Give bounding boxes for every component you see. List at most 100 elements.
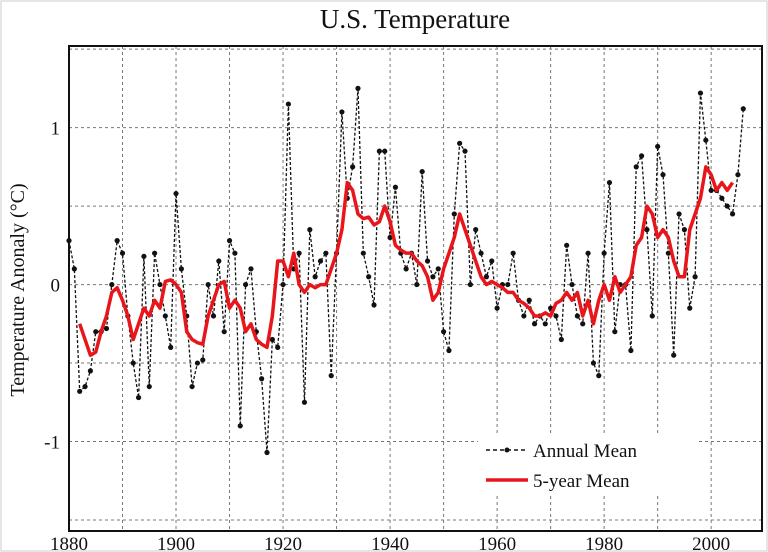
annual-mean-point: [178, 266, 184, 272]
annual-mean-point: [564, 242, 570, 248]
legend: Annual Mean 5-year Mean: [478, 434, 696, 496]
annual-mean-point: [242, 281, 249, 288]
annual-mean-point: [638, 153, 645, 159]
annual-mean-point: [729, 211, 736, 217]
annual-mean-point: [157, 281, 163, 288]
annual-mean-point: [162, 313, 168, 319]
annual-mean-point: [301, 399, 308, 405]
x-tick-label: 1980: [585, 534, 623, 552]
annual-mean-point: [606, 179, 613, 186]
x-tick-label: 1920: [264, 534, 302, 552]
annual-mean-point: [424, 258, 431, 264]
annual-mean-point: [371, 302, 377, 308]
annual-mean-point: [724, 203, 730, 209]
annual-mean-point: [307, 227, 313, 233]
annual-mean-point: [692, 274, 698, 280]
annual-mean-point: [478, 250, 484, 256]
annual-mean-point: [376, 148, 382, 154]
annual-mean-point: [644, 227, 650, 233]
annual-mean-point: [77, 388, 83, 394]
annual-mean-point: [232, 250, 238, 256]
legend-5yr-label: 5-year Mean: [533, 471, 630, 492]
y-tick-label: 1: [51, 119, 61, 140]
annual-mean-point: [681, 227, 688, 233]
annual-mean-point: [446, 347, 452, 354]
annual-mean-point: [740, 106, 746, 112]
series-layer: [66, 85, 746, 456]
annual-mean-point: [703, 137, 709, 143]
annual-mean-point: [660, 172, 666, 178]
annual-mean-point: [221, 329, 227, 335]
annual-mean-point: [269, 336, 275, 343]
annual-mean-point: [649, 313, 655, 319]
annual-mean-point: [655, 143, 661, 150]
annual-mean-point: [387, 234, 393, 241]
plot-frame: [68, 45, 763, 532]
annual-mean-point: [130, 360, 136, 366]
annual-mean-point: [403, 266, 409, 272]
annual-mean-point: [494, 305, 500, 311]
x-tick-label: 2000: [692, 534, 730, 552]
annual-mean-point: [676, 211, 682, 217]
annual-mean-point: [259, 376, 265, 382]
x-tick-label: 1900: [157, 534, 195, 552]
annual-mean-point: [141, 253, 147, 259]
axis-ticks: 1880 1900 1920 1940 1960 1980 2000 1 0 -1: [44, 119, 730, 552]
x-tick-label: 1880: [50, 534, 88, 552]
annual-mean-point: [505, 281, 511, 288]
annual-mean-point: [558, 336, 564, 343]
annual-mean-point: [521, 313, 527, 319]
annual-mean-point: [210, 313, 217, 319]
annual-mean-point: [323, 250, 329, 256]
annual-mean-point: [569, 281, 575, 288]
annual-mean-point: [553, 313, 559, 319]
annual-mean-point: [633, 164, 639, 170]
annual-mean-point: [173, 190, 179, 197]
y-axis-label: Temperature Anonaly (°C): [7, 183, 29, 396]
annual-mean-point: [430, 274, 436, 280]
annual-mean-point: [312, 274, 318, 280]
annual-mean-point: [216, 258, 222, 264]
annual-mean-point: [585, 250, 591, 256]
annual-mean-point: [366, 274, 372, 280]
annual-mean-point: [735, 172, 741, 178]
legend-annual-marker: [504, 447, 510, 453]
annual-mean-point: [226, 238, 233, 244]
legend-box: [478, 434, 696, 496]
annual-mean-point: [419, 168, 425, 175]
annual-mean-point: [350, 164, 356, 170]
annual-mean-point: [237, 423, 243, 429]
annual-mean-point: [531, 321, 538, 327]
annual-mean-point: [360, 250, 366, 256]
annual-mean-point: [435, 266, 441, 272]
y-tick-label: 0: [51, 276, 61, 297]
annual-mean-point: [510, 250, 516, 256]
annual-mean-point: [355, 85, 361, 91]
annual-mean-point: [671, 352, 677, 358]
annual-mean-point: [542, 321, 548, 327]
annual-mean-point: [601, 250, 607, 256]
annual-mean-point: [248, 266, 254, 272]
annual-mean-point: [489, 258, 495, 264]
annual-mean-point: [152, 250, 158, 256]
annual-mean-point: [483, 274, 490, 280]
annual-mean-point: [612, 329, 618, 335]
annual-mean-point: [109, 281, 115, 288]
annual-mean-point: [457, 140, 463, 146]
annual-mean-point: [103, 325, 110, 332]
legend-annual-label: Annual Mean: [533, 441, 637, 462]
annual-mean-point: [462, 148, 468, 154]
x-tick-label: 1960: [478, 534, 516, 552]
annual-mean-point: [200, 357, 206, 363]
annual-mean-point: [280, 281, 286, 288]
x-tick-label: 1940: [371, 534, 409, 552]
annual-mean-point: [87, 368, 94, 374]
annual-mean-point: [596, 373, 602, 379]
annual-mean-point: [382, 148, 388, 154]
annual-mean-point: [697, 90, 704, 96]
annual-mean-point: [687, 305, 693, 311]
annual-mean-point: [580, 321, 586, 327]
annual-mean-point: [467, 281, 473, 288]
annual-mean-point: [719, 195, 725, 201]
annual-mean-point: [275, 344, 281, 350]
